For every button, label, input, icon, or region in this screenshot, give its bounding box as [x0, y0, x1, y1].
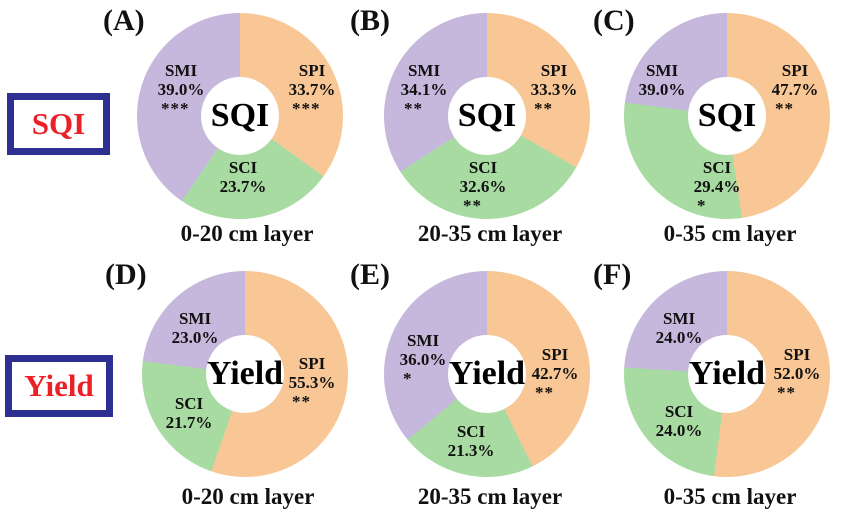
slice-label-spi: SPI 52.0% ** [762, 345, 832, 402]
slice-name: SMI [178, 309, 212, 328]
chart-caption-f: 0-35 cm layer [663, 484, 797, 509]
slice-name: SMI [645, 61, 679, 80]
slice-value: 55.3% [288, 373, 336, 392]
chart-caption-a: 0-20 cm layer [180, 221, 314, 246]
row-label-box-sqi: SQI [7, 93, 110, 155]
donut-hole [688, 77, 766, 155]
slice-name: SPI [541, 345, 569, 364]
donut-hole [206, 335, 284, 413]
slice-label-smi: SMI 36.0% * [388, 331, 458, 388]
donut-chart-e: Yield [384, 271, 590, 477]
slice-significance: ** [463, 196, 482, 215]
slice-significance: *** [161, 99, 190, 118]
donut-center-label: SQI [210, 97, 270, 134]
slice-value: 24.0% [655, 328, 703, 347]
slice-label-sci: SCI 32.6% ** [448, 158, 518, 215]
slice-name: SCI [456, 422, 486, 441]
slice-label-smi: SMI 39.0% *** [146, 61, 216, 118]
slice-value: 29.4% [693, 177, 741, 196]
donut-hole [201, 77, 279, 155]
slice-name: SCI [702, 158, 732, 177]
slice-significance: ** [777, 383, 796, 402]
slice-value: 32.6% [459, 177, 507, 196]
slice-significance: * [697, 196, 707, 215]
slice-value: 39.0% [638, 80, 686, 99]
slice-value: 33.3% [530, 80, 578, 99]
panel-letter-a: (A) [103, 4, 145, 37]
donut-chart-a: SQI [137, 13, 343, 219]
slice-value: 36.0% [399, 350, 447, 369]
slice-label-spi: SPI 55.3% ** [277, 354, 347, 411]
slice-name: SCI [174, 394, 204, 413]
slice-label-sci: SCI 29.4% * [682, 158, 752, 215]
row-label-yield: Yield [24, 368, 94, 403]
donut-center-label: Yield [688, 355, 766, 392]
slice-significance: * [403, 369, 413, 388]
slice-value: 23.7% [219, 177, 267, 196]
panel-letter-b: (B) [350, 4, 390, 37]
chart-caption-b: 20-35 cm layer [417, 221, 563, 246]
slice-significance: ** [775, 99, 794, 118]
slice-label-smi: SMI 24.0% [644, 309, 714, 347]
slice-label-spi: SPI 33.3% ** [519, 61, 589, 118]
donut-chart-f: Yield [624, 271, 830, 477]
slice-name: SMI [407, 61, 441, 80]
slice-label-sci: SCI 24.0% [644, 402, 714, 440]
slice-label-sci: SCI 23.7% [208, 158, 278, 196]
donut-center-label: SQI [457, 97, 517, 134]
slice-label-spi: SPI 33.7% *** [277, 61, 347, 118]
donut-center-label: SQI [697, 97, 757, 134]
chart-caption-e: 20-35 cm layer [417, 484, 563, 509]
slice-label-smi: SMI 23.0% [160, 309, 230, 347]
slice-significance: ** [534, 99, 553, 118]
slice-name: SCI [228, 158, 258, 177]
donut-center-label: Yield [448, 355, 526, 392]
slice-name: SPI [783, 345, 811, 364]
donut-hole [448, 77, 526, 155]
row-label-sqi: SQI [31, 106, 86, 141]
slice-name: SPI [298, 61, 326, 80]
slice-value: 42.7% [531, 364, 579, 383]
slice-significance: ** [292, 392, 311, 411]
slice-name: SMI [164, 61, 198, 80]
slice-value: 21.7% [165, 413, 213, 432]
panel-letter-d: (D) [105, 258, 147, 291]
row-label-box-yield: Yield [5, 355, 113, 417]
slice-value: 39.0% [157, 80, 205, 99]
slice-name: SPI [298, 354, 326, 373]
slice-label-sci: SCI 21.3% [436, 422, 506, 460]
donut-center-label: Yield [206, 355, 284, 392]
donut-chart-b: SQI [384, 13, 590, 219]
panel-letter-e: (E) [350, 258, 390, 291]
slice-label-spi: SPI 47.7% ** [760, 61, 830, 118]
slice-value: 21.3% [447, 441, 495, 460]
slice-value: 47.7% [771, 80, 819, 99]
panel-letter-c: (C) [593, 4, 635, 37]
slice-label-sci: SCI 21.7% [154, 394, 224, 432]
slice-name: SPI [781, 61, 809, 80]
slice-significance: ** [535, 383, 554, 402]
slice-name: SPI [540, 61, 568, 80]
slice-label-spi: SPI 42.7% ** [520, 345, 590, 402]
slice-significance: ** [404, 99, 423, 118]
slice-value: 33.7% [288, 80, 336, 99]
slice-label-smi: SMI 39.0% [627, 61, 697, 99]
chart-caption-c: 0-35 cm layer [663, 221, 797, 246]
slice-value: 52.0% [773, 364, 821, 383]
donut-hole [688, 335, 766, 413]
slice-value: 34.1% [400, 80, 448, 99]
slice-name: SMI [662, 309, 696, 328]
donut-chart-c: SQI [624, 13, 830, 219]
donut-chart-d: Yield [142, 271, 348, 477]
chart-caption-d: 0-20 cm layer [181, 484, 315, 509]
slice-name: SMI [406, 331, 440, 350]
slice-significance: *** [292, 99, 321, 118]
slice-name: SCI [468, 158, 498, 177]
panel-letter-f: (F) [593, 258, 632, 291]
slice-value: 24.0% [655, 421, 703, 440]
slice-label-smi: SMI 34.1% ** [389, 61, 459, 118]
slice-value: 23.0% [171, 328, 219, 347]
donut-hole [448, 335, 526, 413]
slice-name: SCI [664, 402, 694, 421]
